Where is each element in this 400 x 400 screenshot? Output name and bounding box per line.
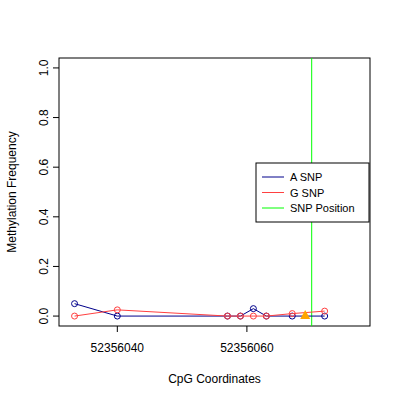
- y-tick: [53, 67, 59, 68]
- data-point: [289, 311, 295, 317]
- chart: 52356040 52356060 0.0 0.2 0.4 0.6 0.8 1.0 CpG Co…: [0, 0, 400, 400]
- y-tick-label: 0.6: [37, 159, 51, 176]
- y-tick: [53, 316, 59, 317]
- x-axis-label: CpG Coordinates: [168, 372, 261, 386]
- y-tick: [53, 216, 59, 217]
- y-axis-label: Methylation Frequency: [5, 131, 19, 252]
- series-line: [75, 310, 325, 316]
- legend-box: [256, 163, 369, 222]
- data-point: [114, 307, 120, 313]
- data-point: [322, 308, 328, 314]
- legend-swatch: [262, 192, 284, 193]
- legend-swatch: [262, 177, 284, 178]
- legend-swatch: [262, 208, 284, 209]
- x-tick: [117, 326, 118, 332]
- data-point: [250, 306, 256, 312]
- data-point: [263, 313, 269, 319]
- legend-label: A SNP: [290, 171, 322, 183]
- plot-frame: [59, 58, 370, 326]
- y-tick: [53, 167, 59, 168]
- data-point: [72, 313, 78, 319]
- y-tick-label: 0.8: [37, 109, 51, 126]
- data-point: [72, 301, 78, 307]
- data-point: [237, 313, 243, 319]
- y-tick-label: 0.2: [37, 258, 51, 275]
- plot-area: [72, 58, 328, 326]
- y-tick-label: 0.4: [37, 208, 51, 225]
- legend-label: SNP Position: [290, 202, 355, 214]
- y-tick: [53, 266, 59, 267]
- data-point: [114, 313, 120, 319]
- series-line: [75, 304, 325, 316]
- data-point: [250, 313, 256, 319]
- x-tick: [246, 326, 247, 332]
- data-point: [224, 313, 230, 319]
- x-tick-label: 52356060: [220, 341, 274, 355]
- snp-marker: [300, 310, 310, 319]
- y-tick-label: 1.0: [37, 59, 51, 76]
- y-tick-label: 0.0: [37, 307, 51, 324]
- legend-label: G SNP: [290, 187, 324, 199]
- x-tick-label: 52356040: [91, 341, 145, 355]
- y-tick: [53, 117, 59, 118]
